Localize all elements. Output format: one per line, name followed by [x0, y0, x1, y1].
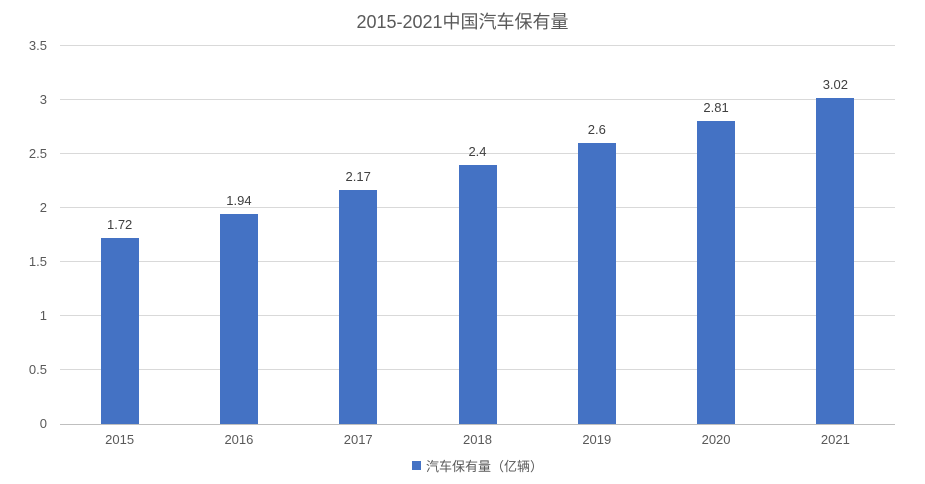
bar — [219, 214, 258, 424]
bar — [816, 97, 855, 424]
gridline — [60, 45, 895, 46]
legend: 汽车保有量（亿辆） — [60, 456, 895, 475]
bar-value-label: 2.4 — [468, 143, 487, 159]
legend-label: 汽车保有量（亿辆） — [425, 459, 543, 474]
x-axis-tick-label: 2021 — [820, 432, 850, 447]
y-axis-tick-label: 2 — [39, 200, 47, 216]
x-axis-tick-label: 2018 — [463, 432, 492, 447]
gridline — [60, 153, 895, 154]
bar — [458, 164, 497, 424]
y-axis-tick-label: 3.5 — [28, 38, 47, 53]
bar-value-label: 1.72 — [106, 217, 133, 233]
legend-swatch-icon — [411, 461, 421, 470]
y-axis-tick-label: 1 — [39, 308, 47, 324]
x-axis-tick-label: 2019 — [582, 432, 612, 447]
bar — [339, 189, 378, 424]
y-axis-tick-label: 0.5 — [28, 362, 47, 378]
bar — [100, 238, 139, 424]
y-axis-tick-label: 0 — [39, 416, 47, 431]
x-axis-tick-label: 2015 — [105, 432, 135, 447]
x-axis-tick-label: 2020 — [701, 432, 731, 447]
bar-value-label: 2.17 — [345, 168, 371, 184]
bar — [577, 143, 616, 424]
gridline — [60, 99, 895, 100]
bar-value-label: 3.02 — [822, 76, 848, 92]
y-axis-tick-label: 1.5 — [28, 254, 47, 269]
plot-area: 0 0.5 1 1.5 2 2.5 3 3.5 1.72 2015 1.94 2016 2.17 2017… — [29, 38, 895, 447]
bar — [697, 120, 736, 424]
bar-value-label: 1.94 — [226, 193, 252, 209]
x-axis-tick-label: 2017 — [343, 432, 373, 447]
bar-value-label: 2.6 — [587, 122, 606, 138]
x-axis-tick-label: 2016 — [224, 432, 254, 447]
chart-title: 2015-2021中国汽车保有量 — [356, 12, 569, 32]
bar-value-label: 2.81 — [703, 99, 729, 115]
y-axis-tick-label: 2.5 — [28, 146, 47, 161]
y-axis-tick-label: 3 — [39, 92, 47, 107]
